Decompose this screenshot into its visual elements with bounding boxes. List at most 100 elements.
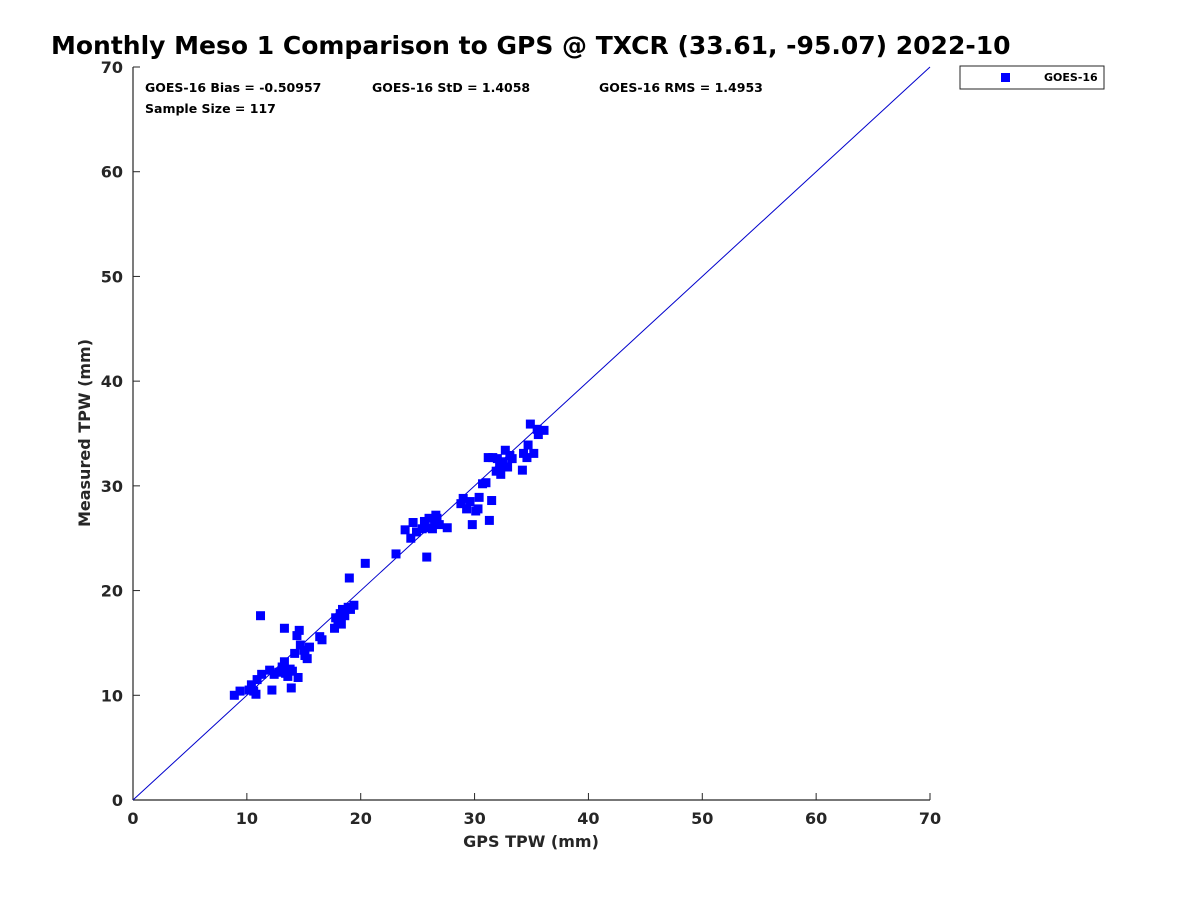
legend: GOES-16 — [959, 65, 1105, 90]
data-point — [474, 492, 484, 502]
legend-marker — [1001, 73, 1010, 82]
y-tick-label: 60 — [101, 163, 123, 182]
data-point — [256, 611, 266, 621]
data-point — [458, 493, 468, 503]
data-point — [417, 524, 427, 534]
data-point — [434, 520, 444, 530]
data-point — [406, 533, 416, 543]
data-points — [229, 419, 549, 700]
data-point — [349, 600, 359, 610]
data-point — [294, 625, 304, 635]
data-point — [427, 524, 437, 534]
legend-box — [959, 65, 1105, 90]
data-point — [287, 666, 297, 676]
data-point — [251, 689, 261, 699]
data-point — [431, 510, 441, 520]
data-point — [523, 440, 533, 450]
data-point — [467, 520, 477, 530]
data-point — [283, 671, 293, 681]
y-tick-label: 30 — [101, 477, 123, 496]
data-point — [483, 453, 493, 463]
data-point — [424, 513, 434, 523]
data-point — [299, 645, 309, 655]
data-point — [267, 685, 277, 695]
data-point — [295, 640, 305, 650]
data-point — [279, 623, 289, 633]
data-point — [412, 527, 422, 537]
data-point — [391, 549, 401, 559]
data-point — [497, 457, 507, 467]
data-point — [491, 466, 501, 476]
data-point — [422, 552, 432, 562]
data-point — [244, 685, 254, 695]
x-axis-label: GPS TPW (mm) — [463, 832, 599, 851]
data-point — [496, 469, 506, 479]
data-point — [500, 445, 510, 455]
x-tick-label: 10 — [236, 809, 258, 828]
data-point — [488, 453, 498, 463]
data-point — [340, 611, 350, 621]
data-point — [292, 631, 302, 641]
data-point — [419, 516, 429, 526]
data-point — [539, 425, 549, 435]
data-point — [525, 419, 535, 429]
data-point — [507, 454, 517, 464]
data-point — [473, 504, 483, 514]
x-tick-label: 70 — [919, 809, 941, 828]
data-point — [529, 448, 539, 458]
data-point — [522, 453, 532, 463]
data-point — [487, 496, 497, 506]
y-tick-label: 0 — [112, 791, 123, 810]
y-tick-label: 10 — [101, 686, 123, 705]
stat-sample-size: Sample Size = 117 — [145, 101, 276, 116]
x-tick-label: 0 — [127, 809, 138, 828]
stat-std: GOES-16 StD = 1.4058 — [372, 80, 530, 95]
x-tick-label: 60 — [805, 809, 827, 828]
data-point — [344, 573, 354, 583]
data-point — [252, 675, 262, 685]
data-point — [456, 499, 466, 509]
data-point — [465, 497, 475, 507]
data-point — [422, 523, 432, 533]
data-point — [330, 623, 340, 633]
y-tick-label: 40 — [101, 372, 123, 391]
data-point — [317, 635, 327, 645]
data-point — [400, 525, 410, 535]
data-point — [265, 665, 275, 675]
stat-rms: GOES-16 RMS = 1.4953 — [599, 80, 763, 95]
data-point — [286, 683, 296, 693]
y-tick-label: 50 — [101, 267, 123, 286]
data-point — [336, 619, 346, 629]
x-tick-label: 30 — [463, 809, 485, 828]
data-point — [532, 424, 542, 434]
tick-group: 0 10 20 30 40 50 60 70 0 10 20 30 40 50 60 70 — [101, 58, 941, 828]
stat-bias: GOES-16 Bias = -0.50957 — [145, 80, 321, 95]
x-tick-label: 20 — [350, 809, 372, 828]
data-point — [360, 558, 370, 568]
data-point — [277, 662, 287, 672]
data-point — [246, 680, 256, 690]
data-point — [290, 648, 300, 658]
data-point — [279, 657, 289, 667]
data-point — [533, 430, 543, 440]
data-point — [269, 669, 279, 679]
data-point — [274, 667, 284, 677]
data-point — [257, 669, 267, 679]
x-tick-label: 50 — [691, 809, 713, 828]
data-point — [492, 454, 502, 464]
data-point — [235, 686, 245, 696]
legend-label: GOES-16 — [1044, 71, 1098, 84]
data-point — [503, 462, 513, 472]
data-point — [442, 523, 452, 533]
data-point — [408, 518, 418, 528]
data-point — [293, 672, 303, 682]
data-point — [302, 654, 312, 664]
data-point — [481, 478, 491, 488]
data-point — [229, 690, 239, 700]
data-point — [517, 465, 527, 475]
data-point — [484, 515, 494, 525]
chart-title: Monthly Meso 1 Comparison to GPS @ TXCR … — [51, 31, 1011, 60]
y-tick-label: 20 — [101, 582, 123, 601]
y-tick-label: 70 — [101, 58, 123, 77]
